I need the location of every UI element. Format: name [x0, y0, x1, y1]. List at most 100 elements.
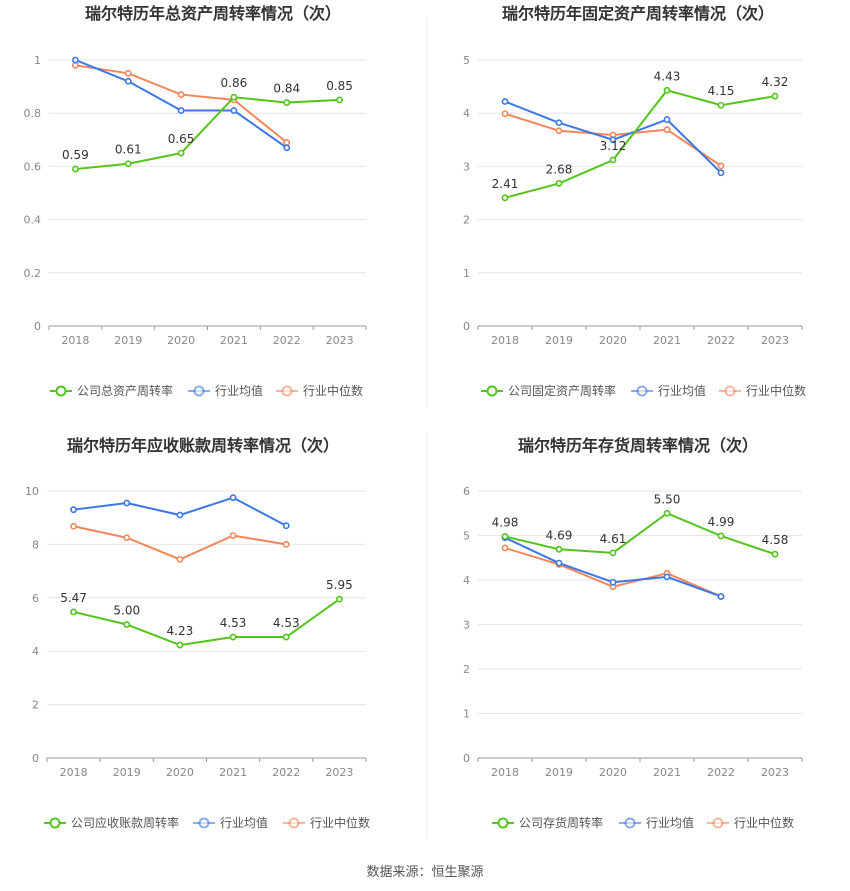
data-point	[501, 544, 509, 552]
legend-label: 公司应收账款周转率	[71, 815, 179, 830]
legend-marker	[486, 385, 498, 397]
data-point	[124, 160, 132, 168]
data-label: 5.50	[654, 492, 681, 506]
y-tick-label: 8	[32, 538, 39, 551]
x-tick-label: 2022	[272, 766, 300, 779]
data-point	[176, 555, 184, 563]
data-point	[555, 119, 563, 127]
chart-title: 瑞尔特历年应收账款周转率情况（次）	[67, 436, 339, 455]
x-tick-label: 2019	[114, 334, 142, 347]
x-tick-label: 2021	[219, 766, 247, 779]
data-label: 0.85	[326, 79, 353, 93]
series-company: 4.98 4.69 4.61 5.50 4.99 4.58	[492, 492, 789, 558]
data-point	[72, 56, 79, 64]
data-label: 5.47	[60, 591, 87, 605]
data-label: 4.23	[167, 624, 194, 638]
data-point	[283, 144, 291, 152]
y-tick-label: 2	[463, 214, 470, 227]
series-company: 2.41 2.68 3.12 4.43 4.15 4.32	[492, 69, 788, 202]
y-tick-label: 0	[32, 752, 39, 765]
x-tick-label: 2023	[761, 334, 789, 347]
data-label: 4.15	[708, 84, 735, 98]
y-tick-label: 2	[32, 699, 39, 712]
data-point	[282, 633, 290, 641]
data-label: 0.65	[168, 132, 195, 146]
data-point	[229, 494, 237, 502]
y-tick-label: 2	[463, 663, 470, 676]
y-tick-label: 1	[34, 54, 41, 67]
data-point	[177, 91, 185, 98]
series-line	[75, 64, 288, 144]
data-point	[123, 499, 131, 507]
x-tick-label: 2022	[707, 334, 735, 347]
y-tick-label: 6	[463, 485, 470, 498]
y-tick-label: 0.2	[24, 267, 42, 280]
data-point	[177, 149, 185, 157]
legend-label: 行业均值	[215, 383, 263, 398]
legend-label: 行业中位数	[310, 815, 370, 830]
data-label: 0.86	[221, 76, 248, 90]
data-label: 4.53	[220, 616, 247, 630]
series-industry-mean	[501, 98, 725, 177]
data-point	[124, 69, 132, 77]
y-tick-label: 4	[463, 574, 470, 587]
data-label: 4.58	[762, 533, 789, 547]
data-point	[501, 532, 509, 540]
legend-label: 行业中位数	[303, 383, 363, 398]
y-tick-label: 3	[463, 160, 470, 173]
data-point	[70, 608, 77, 616]
data-point	[501, 194, 509, 202]
y-tick-label: 5	[463, 54, 470, 67]
chart-title: 瑞尔特历年固定资产周转率情况（次）	[502, 4, 774, 23]
y-tick-label: 1	[463, 708, 470, 721]
data-label: 2.41	[492, 177, 519, 191]
x-tick-label: 2021	[653, 334, 681, 347]
y-tick-label: 1	[463, 267, 470, 280]
data-point	[609, 578, 617, 586]
chart-panel-4: 瑞尔特历年存货周转率情况（次） 0 1 2 3 4 5 6 2018 2019 2020 2021 20…	[463, 436, 803, 830]
chart-title: 瑞尔特历年总资产周转率情况（次）	[85, 4, 341, 23]
data-point	[336, 96, 343, 104]
x-tick-label: 2018	[60, 766, 88, 779]
data-label: 4.69	[546, 528, 573, 542]
y-tick-label: 0.6	[24, 160, 42, 173]
data-label: 5.00	[113, 604, 140, 618]
data-label: 0.84	[273, 82, 300, 96]
data-point	[70, 506, 77, 514]
data-point	[176, 641, 184, 649]
legend-marker	[198, 817, 210, 829]
legend-marker	[497, 817, 509, 829]
x-tick-label: 2023	[326, 334, 354, 347]
y-tick-label: 0.4	[24, 214, 42, 227]
data-label: 4.99	[708, 515, 735, 529]
x-tick-label: 2020	[166, 766, 194, 779]
data-point	[123, 534, 131, 542]
series-industry-mean	[501, 534, 725, 600]
y-tick-label: 0	[34, 320, 41, 333]
legend-label: 行业均值	[646, 815, 694, 830]
series-line	[75, 96, 340, 171]
y-tick-label: 6	[32, 592, 39, 605]
data-point	[555, 127, 563, 135]
x-tick-label: 2023	[761, 766, 789, 779]
data-label: 4.98	[492, 515, 519, 529]
legend-marker	[288, 817, 300, 829]
legend-marker	[281, 385, 293, 397]
chart-panel-3: 瑞尔特历年应收账款周转率情况（次） 0 2 4 6 8 10 2018 2019 2020 2021…	[25, 436, 370, 830]
series-industry-median	[70, 522, 290, 563]
data-source-note: 数据来源：恒生聚源	[366, 865, 483, 880]
data-point	[230, 107, 238, 114]
data-point	[663, 509, 671, 517]
x-tick-label: 2018	[491, 334, 519, 347]
legend: 公司存货周转率 行业均值 行业中位数	[492, 815, 794, 830]
data-point	[72, 61, 79, 69]
data-point	[72, 165, 79, 173]
series-industry-median	[72, 61, 291, 146]
series-industry-median	[501, 110, 725, 170]
legend-label: 行业均值	[658, 383, 706, 398]
y-tick-label: 10	[25, 485, 39, 498]
legend: 公司总资产周转率 行业均值 行业中位数	[50, 383, 363, 398]
y-tick-label: 3	[463, 619, 470, 632]
x-tick-label: 2018	[61, 334, 89, 347]
